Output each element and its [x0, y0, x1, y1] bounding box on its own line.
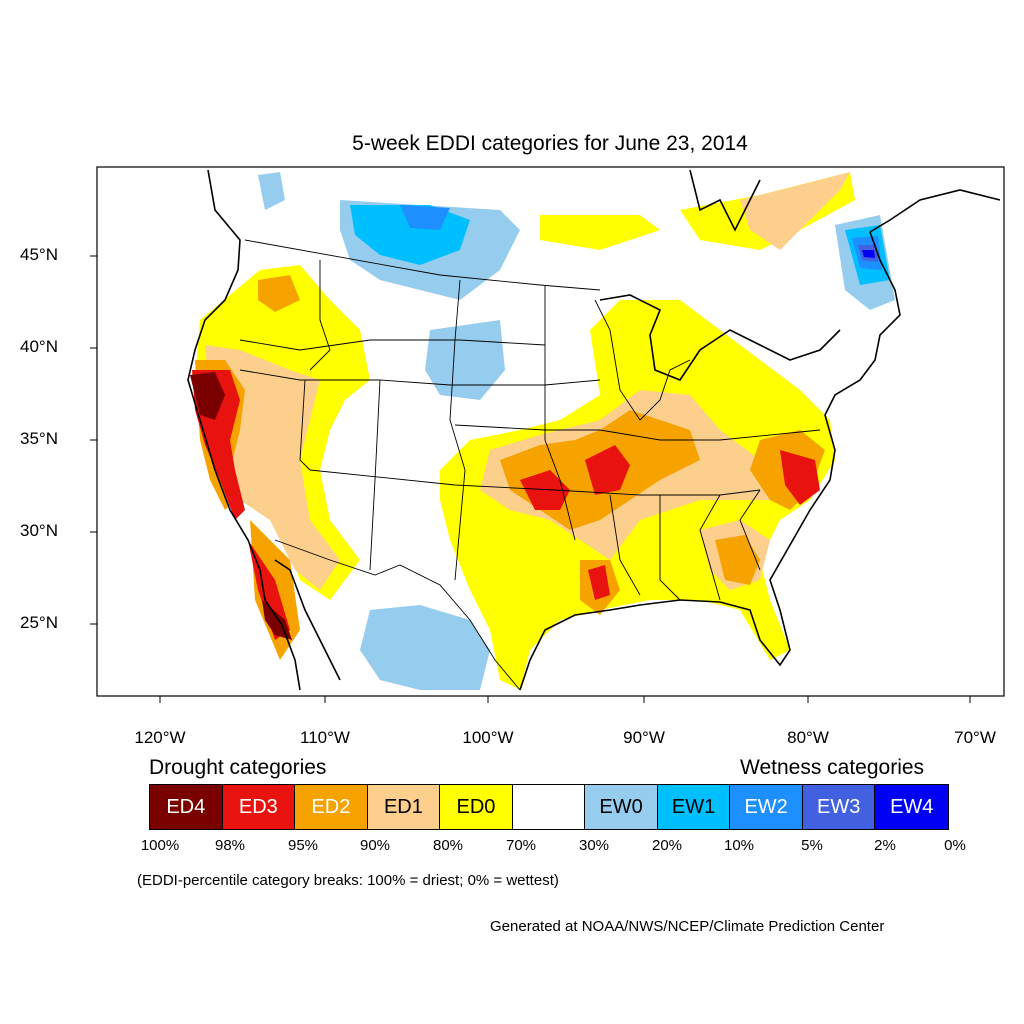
- legend-cell-ed0: ED0: [440, 785, 513, 829]
- legend-label: ED2: [311, 795, 351, 818]
- lon-label-90w: 90°W: [623, 728, 665, 747]
- ed2-georgia: [715, 535, 760, 585]
- lon-label-120w: 120°W: [134, 728, 186, 747]
- labrador-shore: [869, 189, 1001, 233]
- lon-label-110w: 110°W: [300, 728, 350, 747]
- pct-break: 10%: [723, 837, 755, 854]
- pct-break: 20%: [651, 837, 683, 854]
- legend-cell-ew2: EW2: [730, 785, 803, 829]
- legend-label: ED1: [383, 795, 423, 818]
- legend-cell-ed2: ED2: [295, 785, 368, 829]
- lat-label-40: 40°N: [20, 337, 58, 356]
- pct-break: 70%: [505, 837, 537, 854]
- ed3-texas-coast: [588, 565, 610, 600]
- ed0-great-lakes: [540, 215, 660, 250]
- legend-label: EW1: [671, 795, 716, 818]
- legend-cell-ew1: EW1: [657, 785, 731, 829]
- lat-label-35: 35°N: [20, 429, 58, 448]
- lon-label-70w: 70°W: [954, 728, 996, 747]
- great-lakes: [599, 294, 841, 381]
- lon-label-100w: 100°W: [462, 728, 514, 747]
- pct-break: 90%: [359, 837, 391, 854]
- ew0-south-dakota: [425, 320, 505, 400]
- legend-cell-ed1: ED1: [367, 785, 441, 829]
- ed3-missouri: [585, 445, 630, 495]
- pct-break: 98%: [214, 837, 246, 854]
- lon-label-80w: 80°W: [787, 728, 829, 747]
- ed1-canada: [740, 172, 850, 250]
- legend-cell-neutral: [512, 785, 586, 829]
- legend-cell-ed4: ED4: [150, 785, 223, 829]
- pct-break: 0%: [944, 837, 966, 854]
- baja-east-coast: [274, 559, 341, 681]
- pct-break: 100%: [140, 837, 180, 854]
- ed2-idaho: [258, 275, 300, 312]
- lat-label-45: 45°N: [20, 245, 58, 264]
- wetness-heading: Wetness categories: [740, 756, 925, 779]
- legend-label: EW2: [744, 795, 788, 818]
- category-legend: ED4 ED3 ED2 ED1 ED0 EW0 EW1 EW2 EW3 EW4: [149, 784, 949, 830]
- ew0-mexico: [360, 605, 490, 690]
- coastlines: [187, 169, 1001, 691]
- map-title: 5-week EDDI categories for June 23, 2014: [352, 132, 748, 155]
- drought-heading: Drought categories: [149, 756, 327, 779]
- ew2-montana: [400, 205, 450, 230]
- map-frame: [96, 166, 1005, 697]
- west-coastline: [187, 169, 301, 691]
- gulf-coastline: [519, 231, 901, 691]
- canada-border: [244, 239, 601, 291]
- mexico-border: [274, 539, 521, 691]
- legend-label: ED4: [166, 795, 206, 818]
- legend-cell-ew3: EW3: [802, 785, 876, 829]
- legend-label: ED3: [238, 795, 278, 818]
- legend-cell-ed3: ED3: [222, 785, 296, 829]
- legend-label: EW4: [890, 795, 934, 818]
- ed4-california: [190, 372, 225, 420]
- pct-break: 2%: [874, 837, 896, 854]
- ew4-maine: [862, 250, 875, 258]
- credit-line: Generated at NOAA/NWS/NCEP/Climate Predi…: [490, 918, 885, 935]
- category-note: (EDDI-percentile category breaks: 100% =…: [137, 872, 559, 889]
- pct-break: 5%: [801, 837, 823, 854]
- axis-ticks: [90, 255, 971, 703]
- ed3-oklahoma: [520, 470, 570, 510]
- ed3-carolinas: [780, 450, 820, 505]
- category-shading: [190, 172, 895, 690]
- legend-label: ED0: [456, 795, 496, 818]
- legend-cell-ew4: EW4: [875, 785, 949, 829]
- ew0-bc: [258, 172, 285, 210]
- lat-label-30: 30°N: [20, 521, 58, 540]
- pct-break: 80%: [432, 837, 464, 854]
- state-borders: [239, 239, 821, 691]
- legend-label: EW3: [817, 795, 861, 818]
- lat-label-25: 25°N: [20, 613, 58, 632]
- legend-label: EW0: [599, 795, 643, 818]
- pct-break: 30%: [578, 837, 610, 854]
- legend-cell-ew0: EW0: [585, 785, 658, 829]
- pct-break: 95%: [287, 837, 319, 854]
- hudson-shore: [689, 169, 761, 232]
